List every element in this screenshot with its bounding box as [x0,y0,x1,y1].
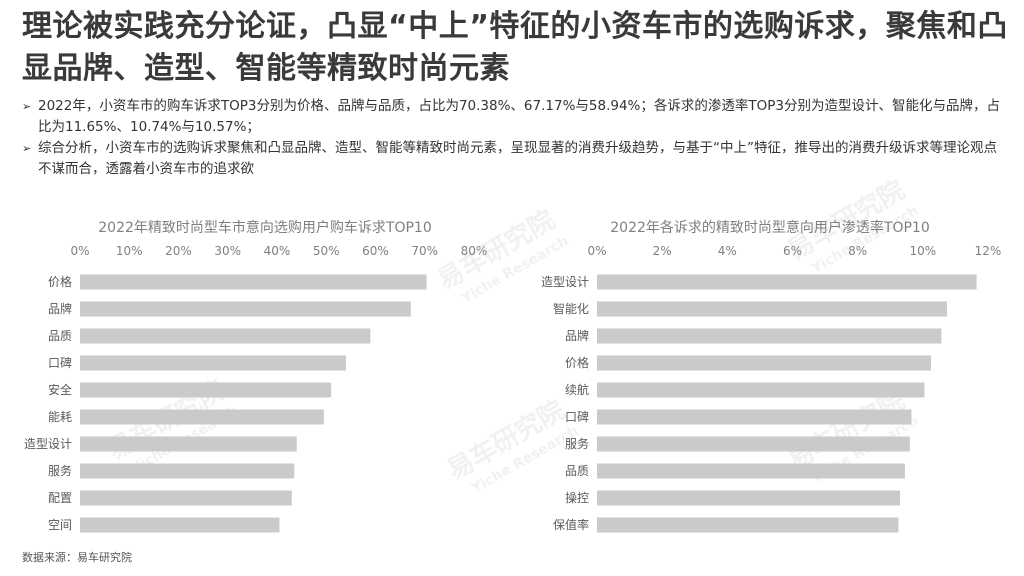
bar [597,382,925,398]
bar [80,436,297,452]
category-label: 服务 [48,463,72,478]
axis-tick-label: 0% [587,244,606,258]
category-label: 造型设计 [541,275,589,289]
category-label: 品牌 [48,302,72,316]
bullet-arrow-icon: ➢ [22,142,32,155]
chart-title-left: 2022年精致时尚型车市意向选购用户购车诉求TOP10 [98,220,432,236]
bar [597,490,901,506]
bar [80,355,346,371]
category-label: 保值率 [553,517,589,532]
page-title: 理论被实践充分论证，凸显“中上”特征的小资车市的选购诉求，聚焦和凸显品牌、造型、… [22,9,1008,86]
axis-tick-label: 0% [70,244,89,258]
category-label: 造型设计 [24,437,72,451]
axis-tick-label: 50% [313,244,340,258]
bar [597,463,905,479]
category-label: 续航 [565,382,589,397]
bar [597,328,942,344]
bar [80,463,295,479]
category-label: 操控 [565,490,589,505]
axis-tick-label: 4% [718,244,737,258]
category-label: 口碑 [48,355,72,370]
category-label: 品质 [48,329,72,343]
bar-chart-left: 0% 10% 20% 30% 40% 50% 60% 70% 80% 价格品牌品质口碑安全能耗造型… [24,244,488,533]
bar [597,355,931,371]
axis-tick-label: 10% [116,244,143,258]
bar [80,382,332,398]
bullet-item: ➢ 2022年，小资车市的购车诉求TOP3分别为价格、品牌与品质，占比为70.3… [22,96,1007,138]
axis-tick-label: 12% [975,244,1002,258]
bar [80,490,292,506]
bar [597,274,977,290]
category-label: 配置 [48,491,72,505]
bullet-text: 综合分析，小资车市的选购诉求聚焦和凸显品牌、造型、智能等精致时尚元素，呈现显著的… [38,140,997,177]
category-label: 服务 [565,436,589,451]
axis-tick-label: 2% [653,244,672,258]
axis-tick-label: 80% [461,244,488,258]
category-label: 价格 [565,355,589,370]
category-label: 价格 [48,274,72,289]
axis-tick-label: 8% [848,244,867,258]
category-label: 品牌 [565,329,589,343]
bar [80,274,427,290]
axis-tick-label: 6% [783,244,802,258]
chart-title-right: 2022年各诉求的精致时尚型意向用户渗透率TOP10 [610,220,930,236]
category-label: 安全 [48,382,72,397]
data-source-note: 数据来源：易车研究院 [22,551,132,564]
bullet-item: ➢ 综合分析，小资车市的选购诉求聚焦和凸显品牌、造型、智能等精致时尚元素，呈现显… [22,138,1007,180]
bar [80,328,371,344]
bar [80,301,411,317]
bullet-arrow-icon: ➢ [22,100,32,113]
axis-tick-label: 20% [165,244,192,258]
bar [597,436,910,452]
axis-tick-label: 70% [411,244,438,258]
category-label: 智能化 [553,301,589,316]
bar [597,301,947,317]
category-label: 能耗 [48,410,72,424]
category-label: 品质 [565,464,589,478]
bar [80,517,280,533]
bar [597,517,899,533]
bar [597,409,912,425]
axis-tick-label: 30% [214,244,241,258]
axis-tick-label: 10% [909,244,936,258]
axis-tick-label: 40% [264,244,291,258]
axis-tick-label: 60% [362,244,389,258]
category-label: 空间 [48,518,72,532]
category-label: 口碑 [565,409,589,424]
bullet-text: 2022年，小资车市的购车诉求TOP3分别为价格、品牌与品质，占比为70.38%… [38,98,1000,135]
bar [80,409,324,425]
bullet-list: ➢ 2022年，小资车市的购车诉求TOP3分别为价格、品牌与品质，占比为70.3… [22,96,1007,180]
